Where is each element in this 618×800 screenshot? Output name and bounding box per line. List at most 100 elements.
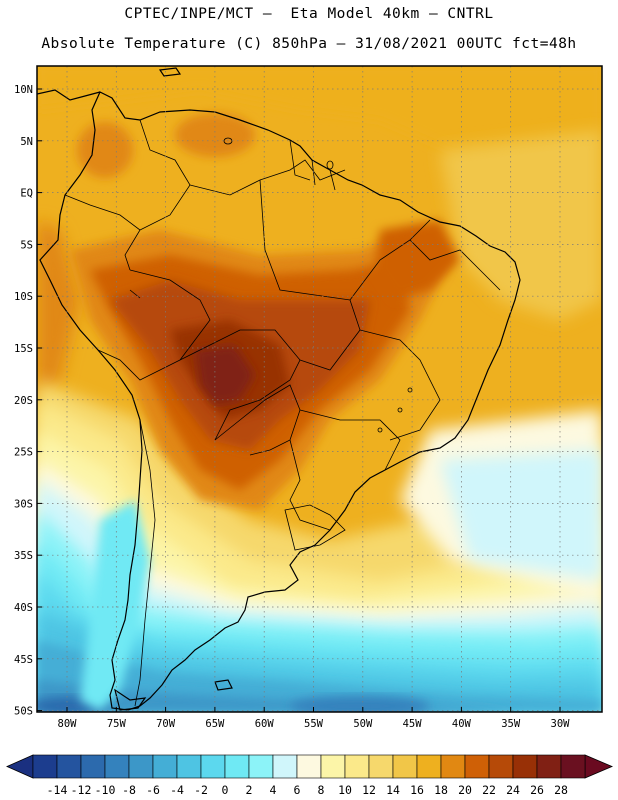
colorbar-swatch [32,754,58,779]
lat-label: 10N [14,84,33,96]
field-band-m8 [290,696,430,712]
border-chile-argentina [134,419,156,707]
colorbar-swatch [440,754,466,779]
colorbar-label: -14 [47,783,68,797]
border-colombia-peru [64,194,141,271]
border-brazil-states-4 [299,409,401,471]
field-ne-warm [375,220,460,300]
colorbar-label: 0 [222,783,229,797]
lat-label: 15S [14,343,33,355]
colorbar-swatch [392,754,418,779]
colorbar-swatch [176,754,202,779]
colorbar-swatch [224,754,250,779]
border-brazil-states-5 [409,239,501,291]
lon-label: 70W [156,718,176,730]
lon-label: 45W [403,718,423,730]
lon-label: 55W [304,718,324,730]
colorbar-label: 20 [458,783,472,797]
border-uruguay [284,504,346,551]
colorbar-swatch [104,754,130,779]
colorbar-swatch [416,754,442,779]
colorbar-label: 26 [530,783,544,797]
graticule [37,66,602,712]
colorbar-label: -2 [194,783,208,797]
colorbar-label: -6 [146,783,160,797]
colorbar-swatch [80,754,106,779]
colorbar-label: 12 [362,783,376,797]
lon-label: 60W [255,718,275,730]
colorbar-swatch [488,754,514,779]
field-band-m4 [37,640,602,712]
colorbar-swatch [344,754,370,779]
border-brazil-north [189,159,346,196]
falklands [214,679,233,691]
field-venezuela-warm [175,113,255,157]
reservoir-1 [407,387,413,393]
colorbar-label: 10 [338,783,352,797]
map-frame [36,65,603,713]
colorbar-label: -8 [122,783,136,797]
colorbar-swatch [128,754,154,779]
colorbar-swatch [248,754,274,779]
colorbar-label: 28 [554,783,568,797]
colorbar-swatch [56,754,82,779]
island-marajo [326,160,334,170]
chart-title-line1: CPTEC/INPE/MCT – Eta Model 40km – CNTRL [124,6,494,22]
colorbar-label: 14 [386,783,400,797]
border-peru-chile [97,349,181,381]
colorbar-label: -12 [71,783,92,797]
colorbar-label: -4 [170,783,184,797]
colorbar-label: 16 [410,783,424,797]
border-paraguay [214,384,301,456]
tierra-del-fuego [114,688,147,711]
lon-label: 50W [353,718,373,730]
colorbar-swatch [464,754,490,779]
lon-label: 65W [205,718,225,730]
lat-label: 25S [14,447,33,459]
lat-label: 5S [20,239,33,251]
lon-label: 75W [107,718,127,730]
border-peru-brazil [129,269,211,361]
central-america-coastline [37,89,101,101]
colorbar-swatch [320,754,346,779]
colorbar-label: 8 [318,783,325,797]
reservoir-3 [377,427,383,433]
south-america-coastline [39,91,521,711]
border-brazil-states-3 [359,329,441,441]
lat-label: 35S [14,550,33,562]
field-band-m6 [37,680,520,712]
lon-label: 30W [551,718,571,730]
coastlines [37,67,521,711]
country-borders [64,119,501,707]
lat-label: 5N [20,136,33,148]
field-band-6-atlantic [440,450,602,580]
colorbar-label: 24 [506,783,520,797]
colorbar-label: 4 [270,783,277,797]
colorbar-label: -10 [95,783,116,797]
lat-label: 30S [14,498,33,510]
lon-label: 80W [58,718,78,730]
colorbar-swatch [560,754,586,779]
lat-label: 10S [14,291,33,303]
lon-label: 35W [501,718,521,730]
longitude-axis: 80W 75W 70W 65W 60W 55W 50W 45W 40W 35W 30W [58,707,571,730]
lat-label: EQ [20,188,33,200]
lat-label: 45S [14,654,33,666]
field-band-atlantic-ne [440,130,602,320]
reservoir-2 [397,407,403,413]
field-band-28 [195,345,255,405]
lat-label: 40S [14,602,33,614]
field-band-pacific-north [37,220,80,400]
colorbar-swatch [512,754,538,779]
caribbean-island [158,67,182,77]
border-brazil-states-2 [299,299,361,371]
colorbar-swatch [272,754,298,779]
chart-title-line2: Absolute Temperature (C) 850hPa – 31/08/… [41,36,577,52]
field-colombia-warm [77,122,133,178]
colorbar-swatch [296,754,322,779]
colorbar-label: 18 [434,783,448,797]
colorbar-swatch [368,754,394,779]
temperature-field [37,66,602,712]
latitude-axis: 10N 5N EQ 5S 10S 15S 20S 25S 30S 35S 40S 45S 50S [14,84,42,718]
border-colombia-venezuela [139,119,191,231]
